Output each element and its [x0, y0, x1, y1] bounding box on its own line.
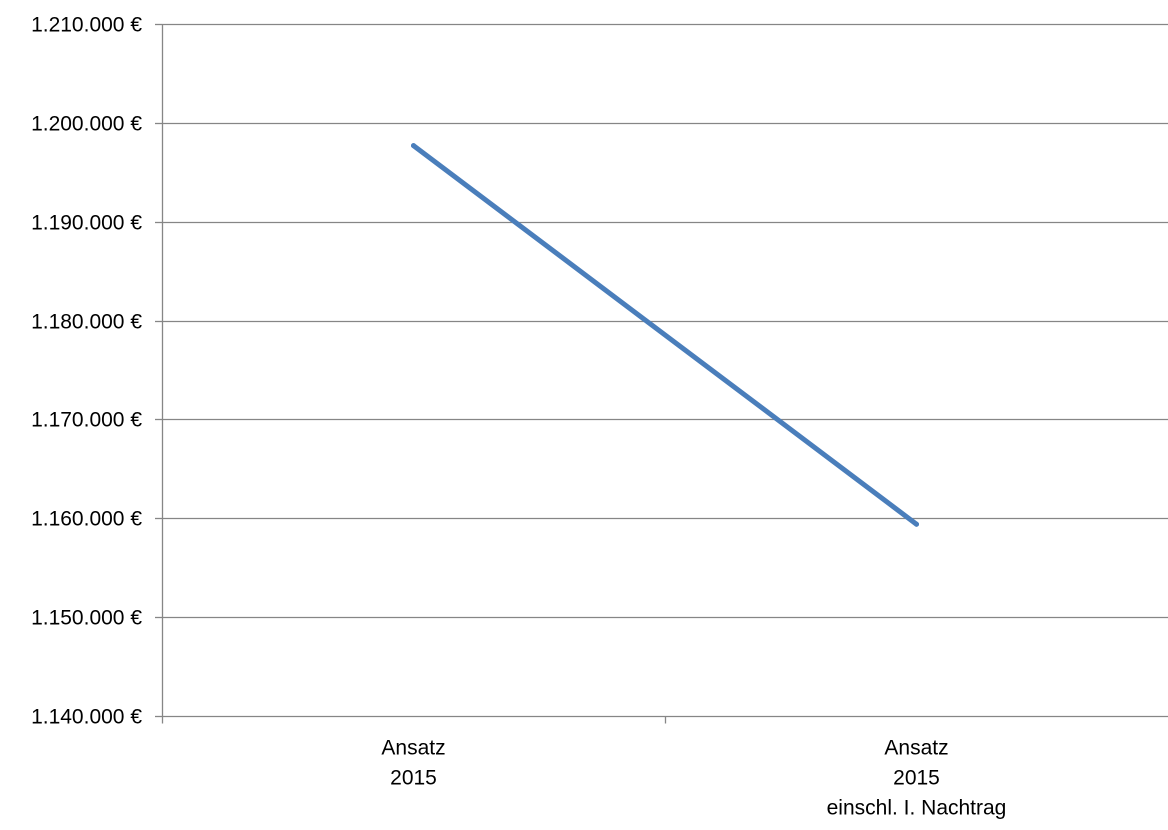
y-tick-label: 1.200.000 € — [31, 113, 142, 136]
y-tick-label: 1.160.000 € — [31, 508, 142, 531]
y-tick-label: 1.210.000 € — [31, 14, 142, 37]
y-tick-label: 1.190.000 € — [31, 212, 142, 235]
y-axis-tick-labels: 1.140.000 € 1.150.000 € 1.160.000 € 1.170.0… — [31, 14, 142, 729]
x-axis-tick-labels: Ansatz 2015 Ansatz 2015 einschl. I. Nachtrag — [381, 737, 1006, 820]
axes — [155, 23, 1168, 724]
data-point — [411, 143, 416, 149]
y-tick-label: 1.140.000 € — [31, 706, 142, 729]
gridlines — [162, 23, 1168, 619]
series-layer — [411, 143, 919, 527]
x-tick-label: Ansatz 2015 einschl. I. Nachtrag — [827, 737, 1007, 820]
data-point — [914, 521, 919, 527]
series-line — [411, 143, 919, 527]
x-tick-label: Ansatz 2015 — [381, 737, 445, 790]
y-tick-label: 1.150.000 € — [31, 607, 142, 630]
y-tick-label: 1.180.000 € — [31, 311, 142, 334]
y-tick-label: 1.170.000 € — [31, 409, 142, 432]
